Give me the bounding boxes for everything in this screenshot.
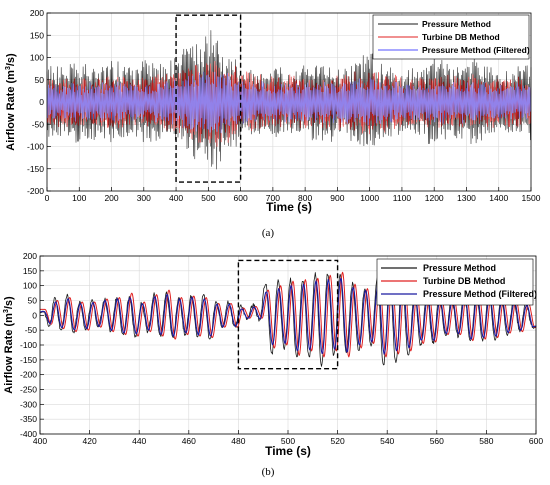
x-tick-label-a: 1000 [360, 193, 379, 203]
y-tick-label-a: 150 [30, 30, 44, 40]
y-tick-label-b: -400 [20, 429, 37, 439]
x-tick-label-b: 440 [132, 436, 146, 446]
legend-label-filtered-a: Pressure Method (Filtered) [422, 45, 530, 55]
x-tick-label-a: 1200 [425, 193, 444, 203]
y-tick-label-b: -100 [20, 340, 37, 350]
y-tick-labels-a: -200 -150 -100 -50 0 50 100 150 200 [27, 8, 44, 196]
panel-caption-b: (b) [262, 466, 275, 478]
x-tick-label-a: 600 [234, 193, 248, 203]
legend-label-pressure-a: Pressure Method [422, 19, 491, 29]
legend-label-turbine-b: Turbine DB Method [423, 276, 505, 286]
x-tick-label-b: 460 [182, 436, 196, 446]
y-tick-labels-b: -400 -350 -300 -250 -200 -150 -100 -50 0 50 100 150… [20, 251, 37, 439]
x-tick-label-b: 400 [33, 436, 47, 446]
x-tick-label-a: 0 [45, 193, 50, 203]
series-pressure-method-a [46, 30, 532, 170]
legend-b: Pressure Method Turbine DB Method Pressu… [376, 258, 537, 306]
y-tick-label-a: 100 [30, 53, 44, 63]
y-axis-title-a: Airflow Rate (m3/s) [5, 53, 17, 151]
legend-label-filtered-b: Pressure Method (Filtered) [423, 289, 537, 299]
series-group-a [46, 30, 532, 170]
panel-a: 0 100 200 300 400 500 600 700 800 900 1000 1100 1200… [5, 8, 541, 239]
y-tick-label-b: 200 [23, 251, 37, 261]
y-tick-label-b: -50 [25, 325, 38, 335]
x-tick-label-a: 500 [201, 193, 215, 203]
y-tick-label-a: -150 [27, 164, 44, 174]
legend-label-turbine-a: Turbine DB Method [422, 32, 500, 42]
y-tick-label-b: 0 [32, 310, 37, 320]
x-tick-label-b: 560 [430, 436, 444, 446]
x-tick-label-a: 1500 [522, 193, 541, 203]
x-tick-label-a: 200 [104, 193, 118, 203]
y-tick-label-b: -200 [20, 370, 37, 380]
x-tick-label-a: 1400 [489, 193, 508, 203]
x-tick-label-a: 400 [169, 193, 183, 203]
legend-a: Pressure Method Turbine DB Method Pressu… [372, 14, 530, 60]
x-tick-label-b: 480 [231, 436, 245, 446]
x-tick-labels-a: 0 100 200 300 400 500 600 700 800 900 1000 1100 1200… [45, 193, 541, 203]
plot-frame-a [46, 12, 532, 192]
x-axis-title-a: Time (s) [266, 200, 312, 214]
legend-label-pressure-b: Pressure Method [423, 263, 496, 273]
y-tick-label-b: 150 [23, 266, 37, 276]
y-tick-label-b: -350 [20, 414, 37, 424]
x-tick-label-a: 300 [137, 193, 151, 203]
y-tick-label-a: 200 [30, 8, 44, 18]
x-tick-label-b: 580 [479, 436, 493, 446]
y-tick-label-a: -200 [27, 186, 44, 196]
y-tick-label-b: 100 [23, 281, 37, 291]
x-tick-label-a: 700 [266, 193, 280, 203]
highlight-box-b [237, 259, 339, 370]
y-tick-label-b: -300 [20, 399, 37, 409]
series-pressure-filtered-a [46, 71, 531, 134]
x-tick-label-b: 420 [83, 436, 97, 446]
x-tick-label-a: 1100 [393, 193, 412, 203]
x-tick-label-a: 800 [298, 193, 312, 203]
x-tick-label-b: 520 [331, 436, 345, 446]
x-tick-labels-b: 400 420 440 460 480 500 520 540 560 580 600 [33, 436, 543, 446]
x-tick-label-b: 600 [529, 436, 543, 446]
panel-b: 400 420 440 460 480 500 520 540 560 580 600 -400-3… [3, 251, 543, 478]
y-axis-title-b: Airflow Rate (m3/s) [3, 296, 15, 394]
y-tick-label-b: -150 [20, 355, 37, 365]
plot-frame-b [39, 255, 537, 435]
y-tick-label-b: 50 [28, 296, 38, 306]
y-tick-label-a: 0 [39, 97, 44, 107]
x-tick-label-a: 100 [72, 193, 86, 203]
x-tick-label-b: 500 [281, 436, 295, 446]
y-tick-label-b: -250 [20, 385, 37, 395]
series-pressure-method-b [39, 272, 537, 367]
highlight-box-a [175, 14, 242, 183]
y-tick-label-a: 50 [35, 75, 45, 85]
legend-box-b [376, 258, 534, 306]
x-tick-label-a: 1300 [457, 193, 476, 203]
y-tick-label-a: -100 [27, 142, 44, 152]
x-tick-label-b: 540 [380, 436, 394, 446]
x-axis-title-b: Time (s) [265, 444, 311, 458]
panel-caption-a: (a) [262, 227, 275, 239]
y-tick-label-a: -50 [32, 119, 45, 129]
x-tick-label-a: 900 [330, 193, 344, 203]
